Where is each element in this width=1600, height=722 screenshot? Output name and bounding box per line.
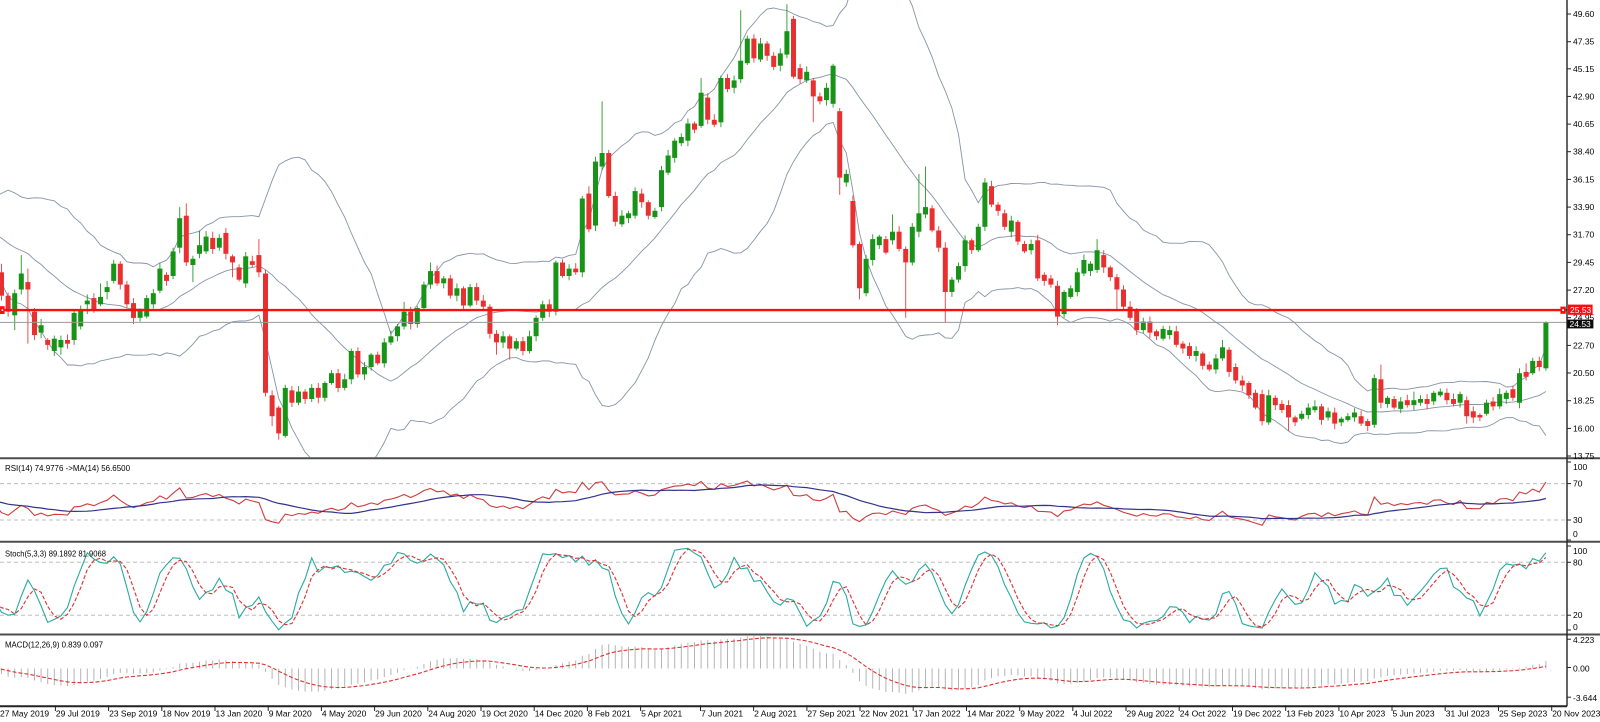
svg-text:29.45: 29.45	[1573, 257, 1595, 267]
svg-text:45.15: 45.15	[1573, 64, 1595, 74]
svg-text:0.00: 0.00	[1573, 664, 1590, 674]
svg-text:8 Feb 2021: 8 Feb 2021	[588, 709, 631, 719]
svg-text:4.223: 4.223	[1573, 635, 1595, 645]
svg-text:20: 20	[1573, 610, 1583, 620]
svg-text:29 Jul 2019: 29 Jul 2019	[56, 709, 100, 719]
svg-text:10 Apr 2023: 10 Apr 2023	[1339, 709, 1385, 719]
svg-text:49.60: 49.60	[1573, 9, 1595, 19]
svg-text:-3.644: -3.644	[1573, 693, 1597, 703]
svg-text:4 May 2020: 4 May 2020	[322, 709, 367, 719]
svg-text:9 May 2022: 9 May 2022	[1020, 709, 1065, 719]
svg-text:7 Jun 2021: 7 Jun 2021	[701, 709, 743, 719]
svg-text:29 Aug 2022: 29 Aug 2022	[1127, 709, 1175, 719]
svg-text:23 Sep 2019: 23 Sep 2019	[109, 709, 157, 719]
svg-text:22.70: 22.70	[1573, 340, 1595, 350]
svg-text:31.70: 31.70	[1573, 230, 1595, 240]
svg-text:33.90: 33.90	[1573, 202, 1595, 212]
svg-text:9 Mar 2020: 9 Mar 2020	[269, 709, 312, 719]
svg-text:0: 0	[1573, 622, 1578, 632]
svg-text:36.15: 36.15	[1573, 174, 1595, 184]
svg-text:24.95: 24.95	[1573, 313, 1595, 323]
svg-text:17 Jan 2022: 17 Jan 2022	[914, 709, 961, 719]
svg-text:24 Oct 2022: 24 Oct 2022	[1180, 709, 1227, 719]
svg-text:100: 100	[1573, 462, 1587, 472]
svg-text:18.25: 18.25	[1573, 396, 1595, 406]
svg-text:0: 0	[1573, 529, 1578, 539]
svg-text:31 Jul 2023: 31 Jul 2023	[1446, 709, 1490, 719]
svg-text:14 Mar 2022: 14 Mar 2022	[967, 709, 1015, 719]
svg-text:16.00: 16.00	[1573, 423, 1595, 433]
svg-text:5 Apr 2021: 5 Apr 2021	[641, 709, 682, 719]
svg-text:18 Nov 2019: 18 Nov 2019	[162, 709, 210, 719]
svg-text:29 Jun 2020: 29 Jun 2020	[375, 709, 422, 719]
svg-text:19 Dec 2022: 19 Dec 2022	[1233, 709, 1281, 719]
svg-text:80: 80	[1573, 557, 1583, 567]
svg-text:5 Jun 2023: 5 Jun 2023	[1393, 709, 1435, 719]
svg-text:27.20: 27.20	[1573, 285, 1595, 295]
svg-text:20.50: 20.50	[1573, 368, 1595, 378]
svg-text:14 Dec 2020: 14 Dec 2020	[535, 709, 583, 719]
svg-text:27 Sep 2021: 27 Sep 2021	[807, 709, 855, 719]
svg-text:47.35: 47.35	[1573, 37, 1595, 47]
svg-text:20 Nov 2023: 20 Nov 2023	[1552, 709, 1600, 719]
svg-text:13 Feb 2023: 13 Feb 2023	[1286, 709, 1334, 719]
svg-text:100: 100	[1573, 546, 1587, 556]
svg-text:13.75: 13.75	[1573, 451, 1595, 461]
svg-text:Stoch(5,3,3) 89.1892 81.9068: Stoch(5,3,3) 89.1892 81.9068	[5, 548, 106, 558]
svg-text:42.90: 42.90	[1573, 91, 1595, 101]
svg-text:40.65: 40.65	[1573, 119, 1595, 129]
svg-text:24 Aug 2020: 24 Aug 2020	[428, 709, 476, 719]
svg-text:22 Nov 2021: 22 Nov 2021	[861, 709, 909, 719]
svg-text:70: 70	[1573, 479, 1583, 489]
svg-text:25 Sep 2023: 25 Sep 2023	[1499, 709, 1547, 719]
svg-text:30: 30	[1573, 515, 1583, 525]
svg-text:4 Jul 2022: 4 Jul 2022	[1073, 709, 1112, 719]
svg-text:RSI(14) 74.9776 ->MA(14) 56.6: RSI(14) 74.9776 ->MA(14) 56.6500	[5, 463, 130, 473]
svg-text:19 Oct 2020: 19 Oct 2020	[482, 709, 529, 719]
svg-text:38.40: 38.40	[1573, 147, 1595, 157]
svg-text:25.53: 25.53	[1570, 305, 1592, 315]
svg-text:MACD(12,26,9) 0.839 0.097: MACD(12,26,9) 0.839 0.097	[5, 639, 103, 649]
svg-text:2 Aug 2021: 2 Aug 2021	[754, 709, 797, 719]
svg-text:27 May 2019: 27 May 2019	[0, 709, 49, 719]
svg-text:13 Jan 2020: 13 Jan 2020	[216, 709, 263, 719]
svg-text:24.53: 24.53	[1570, 319, 1592, 329]
